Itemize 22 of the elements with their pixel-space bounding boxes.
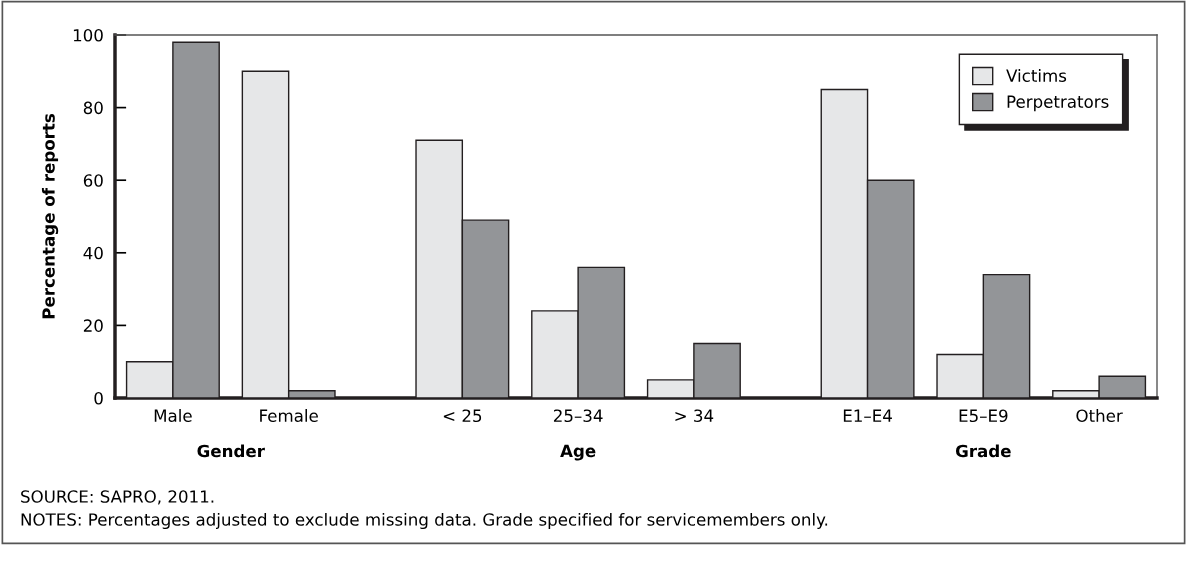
y-tick-label: 60 <box>83 174 103 187</box>
y-tick-label: 0 <box>94 391 103 405</box>
y-axis-title: Percentage of reports <box>41 114 59 319</box>
y-tick-label: 80 <box>83 101 103 115</box>
x-tick-label: < 25 <box>443 409 482 423</box>
text: NOTES: Percentages adjusted to exclude missing data. Grade specified for servicemembers only. <box>21 512 828 530</box>
x-tick-label: Other <box>1076 409 1123 423</box>
x-tick-label: 25–34 <box>553 409 603 423</box>
x-tick-label: Male <box>154 409 192 423</box>
x-tick-label: E1–E4 <box>843 409 892 422</box>
x-tick-label: Female <box>260 409 318 423</box>
text: Gender <box>197 444 265 458</box>
text: Grade <box>955 444 1011 458</box>
legend-label: Victims <box>1006 69 1067 82</box>
y-tick-label: 40 <box>83 246 103 260</box>
source-note: SOURCE: SAPRO, 2011. <box>21 490 214 505</box>
x-tick-label: E5–E9 <box>959 409 1008 423</box>
y-tick-label: 20 <box>83 319 103 332</box>
y-tick-label: 100 <box>73 28 103 42</box>
legend-label: Perpetrators <box>1007 95 1109 112</box>
x-tick-label: > 34 <box>675 409 714 423</box>
text: Age <box>560 444 596 461</box>
